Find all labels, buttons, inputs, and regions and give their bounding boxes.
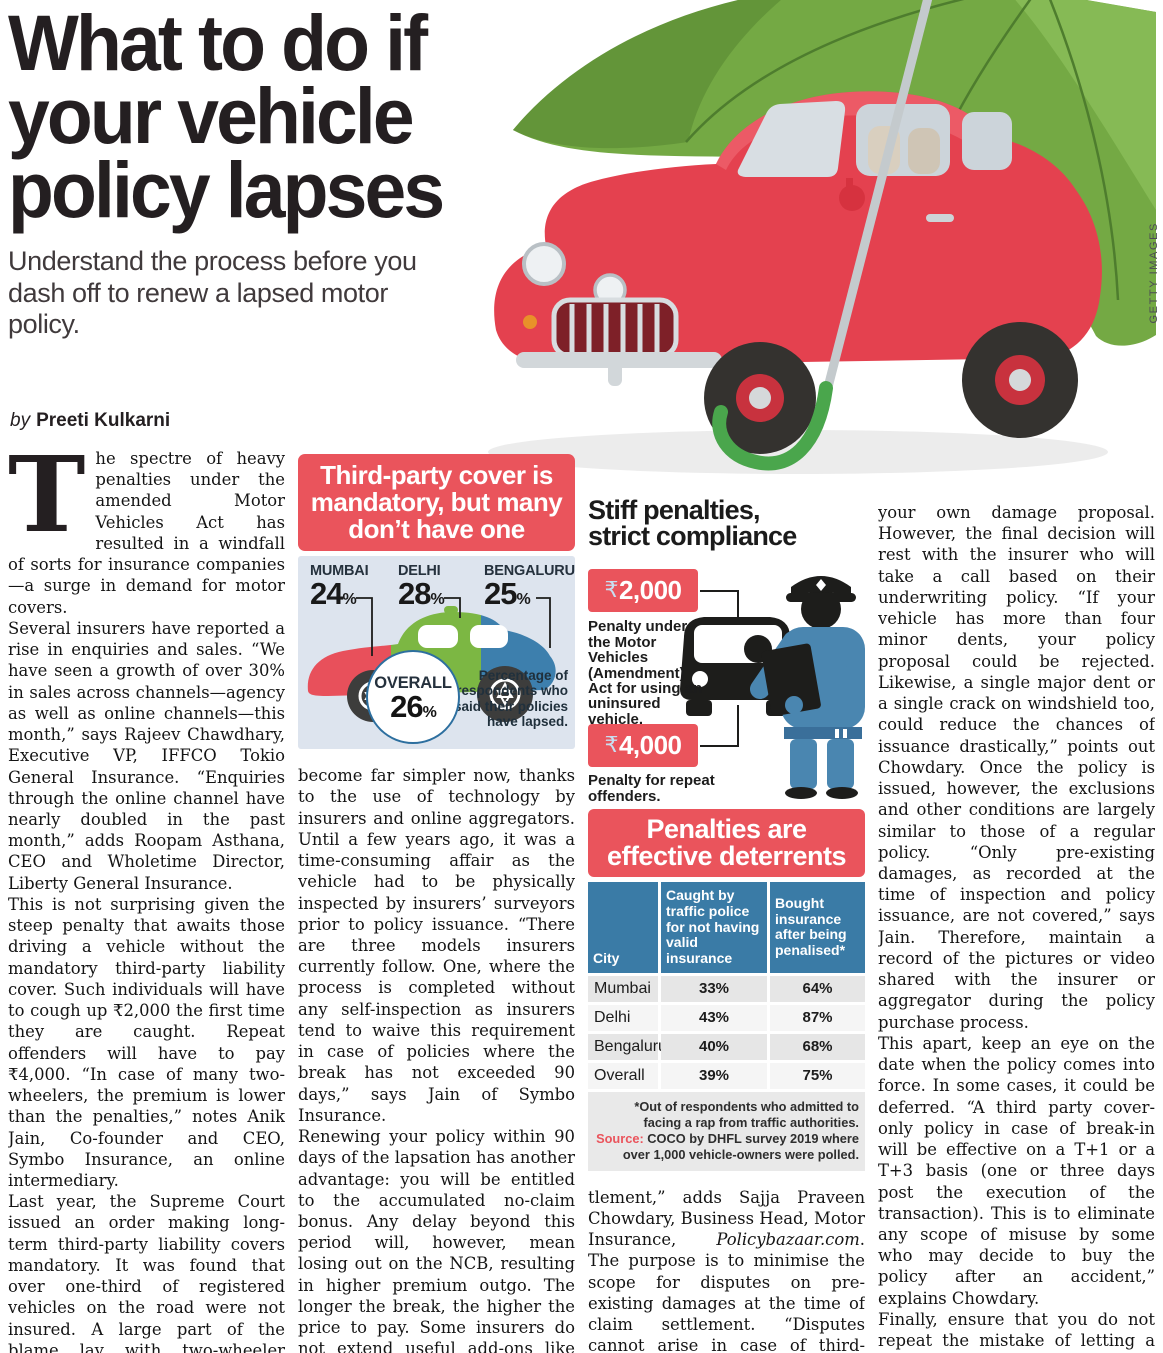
column-4: your own damage proposal. However, the f… xyxy=(878,448,1155,1353)
table-footnote: *Out of respondents who admitted to faci… xyxy=(588,1091,865,1171)
column-header-caught: Caught by traffic police for not having … xyxy=(661,882,767,973)
table-row-label: Mumbai xyxy=(588,975,658,1002)
front-wheel xyxy=(704,342,816,454)
city-stat-mumbai: MUMBAI 24% xyxy=(310,563,369,612)
table-cell: 43% xyxy=(661,1004,767,1031)
column-header-city: City xyxy=(588,882,658,973)
table-cell: 87% xyxy=(770,1004,865,1031)
paragraph: This apart, keep an eye on the date when… xyxy=(878,1033,1155,1308)
connector-lines xyxy=(700,590,739,748)
rupee-icon: ₹ xyxy=(604,733,618,759)
wheel-icon xyxy=(477,666,533,723)
red-car-illustration xyxy=(494,91,1102,454)
penalties-table: City Caught by traffic police for not ha… xyxy=(588,882,865,1089)
table-cell: 68% xyxy=(770,1033,865,1060)
byline-prefix: by xyxy=(10,410,31,431)
infographic-panel: MUMBAI 24% DELHI 28% BENGALURU 25% OVERA… xyxy=(298,556,575,750)
infographic-title: Third-party cover is mandatory, but many… xyxy=(298,454,575,552)
source-label: Source: xyxy=(596,1130,644,1146)
fine-amount-badge: ₹2,000 xyxy=(588,569,698,613)
column-3: Stiff penalties, strict compliance xyxy=(588,448,865,1353)
table-cell: 39% xyxy=(661,1062,767,1089)
publication-name: Policybazaar.com xyxy=(716,1230,860,1250)
fine-amount-badge: ₹4,000 xyxy=(588,724,698,768)
column-2: Third-party cover is mandatory, but many… xyxy=(298,448,575,1353)
table-row-label: Delhi xyxy=(588,1004,658,1031)
table-cell: 40% xyxy=(661,1033,767,1060)
city-stat-bengaluru: BENGALURU 25% xyxy=(484,563,575,612)
drop-cap: T xyxy=(8,448,86,556)
paragraph: Finally, ensure that you do not repeat t… xyxy=(878,1309,1155,1353)
paragraph: tlement,” adds Sajja Praveen Chowdary, B… xyxy=(588,1187,865,1353)
paragraph: your own damage proposal. However, the f… xyxy=(878,503,1155,1032)
paragraph: Last year, the Supreme Court issued an o… xyxy=(8,1192,285,1353)
paragraph: Renewing your policy within 90 days of t… xyxy=(298,1127,575,1353)
table-row-label: Bengaluru xyxy=(588,1033,667,1060)
byline-author: Preeti Kulkarni xyxy=(36,410,171,431)
page-title: What to do if your vehicle policy lapses xyxy=(8,0,445,234)
paragraph: Several insurers have reported a rise in… xyxy=(8,618,285,893)
hero-image xyxy=(458,0,1156,487)
connector-lines xyxy=(356,597,551,657)
subtitle: Understand the process before you dash o… xyxy=(8,246,417,340)
overall-stat-circle: OVERALL 26% xyxy=(366,650,460,745)
penalties-graphic-title: Stiff penalties, strict compliance xyxy=(588,495,797,551)
car-under-umbrella-illustration xyxy=(488,0,1156,474)
fine-caption: Penalty under the Motor Vehicles (Amendm… xyxy=(588,618,703,728)
paragraph: This is not surprising given the steep p… xyxy=(8,894,285,1190)
infographic-caption: Percentage of respondents who said their… xyxy=(453,668,568,730)
table-cell: 64% xyxy=(770,975,865,1002)
rear-wheel xyxy=(962,322,1078,438)
headline-block: What to do if your vehicle policy lapses… xyxy=(8,0,478,340)
traffic-police-illustration xyxy=(680,576,865,800)
photo-credit: GETTY IMAGES xyxy=(1148,222,1160,324)
table-row-label: Overall xyxy=(588,1062,658,1089)
fine-caption: Penalty for repeat offenders. xyxy=(588,772,715,805)
rupee-icon: ₹ xyxy=(604,578,618,604)
byline: by Preeti Kulkarni xyxy=(10,410,170,432)
umbrella-handle xyxy=(712,0,933,471)
police-officer-icon xyxy=(750,576,865,800)
lapsed-policies-infographic: Third-party cover is mandatory, but many… xyxy=(298,454,575,750)
table-cell: 75% xyxy=(770,1062,865,1089)
table-cell: 33% xyxy=(661,975,767,1002)
column-header-bought: Bought insurance after being penalised* xyxy=(770,882,865,973)
city-stat-delhi: DELHI 28% xyxy=(398,563,445,612)
paragraph: become far simpler now, thanks to the us… xyxy=(298,766,575,1125)
table-title: Penalties are effective deterrents xyxy=(588,809,865,878)
headlight xyxy=(522,242,566,286)
penalties-table-block: Penalties are effective deterrents City … xyxy=(588,809,865,1171)
penalties-graphic: ₹2,000 Penalty under the Motor Vehicles … xyxy=(588,557,865,804)
